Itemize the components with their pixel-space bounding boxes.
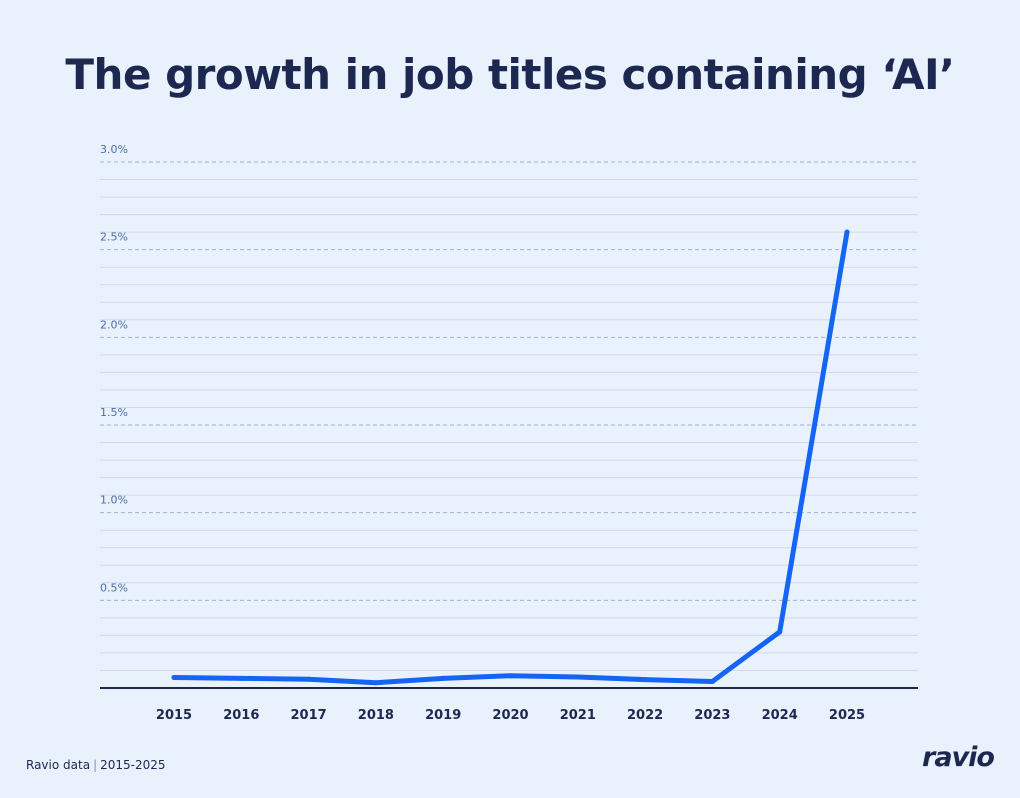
footer-source: Ravio data | 2015-2025 [26, 758, 166, 772]
y-tick-label: 1.0% [100, 494, 128, 507]
data-point [238, 675, 244, 681]
y-tick-label: 3.0% [100, 143, 128, 156]
x-tick-label: 2022 [627, 708, 663, 723]
x-tick-label: 2017 [291, 708, 327, 723]
data-point [306, 676, 312, 682]
ravio-logo: ravio [922, 742, 995, 773]
data-point [373, 680, 379, 686]
data-point [709, 679, 715, 685]
data-point [171, 674, 177, 680]
data-point [508, 673, 513, 679]
data-point [575, 674, 581, 680]
y-tick-label: 2.0% [100, 318, 128, 331]
x-tick-label: 2025 [829, 708, 865, 723]
grid-lines [100, 161, 918, 671]
x-tick-label: 2018 [358, 708, 394, 723]
x-tick-label: 2023 [694, 708, 730, 723]
y-tick-label: 2.5% [100, 231, 128, 244]
data-point [642, 677, 648, 683]
series-line [171, 229, 850, 686]
y-tick-label: 1.5% [100, 406, 128, 419]
footer-range: 2015-2025 [100, 758, 166, 772]
data-point [777, 629, 783, 635]
chart-title: The growth in job titles containing ‘AI’ [65, 50, 955, 99]
series-group [171, 229, 850, 686]
y-axis-ticks: 0.5% 1.0% 1.5% 2.0% 2.5% 3.0% [100, 143, 128, 594]
x-tick-label: 2020 [492, 708, 528, 723]
x-tick-label: 2024 [762, 708, 798, 723]
x-tick-label: 2019 [425, 708, 461, 723]
footer-separator: | [93, 758, 98, 772]
footer-source-label: Ravio data [26, 758, 91, 772]
x-tick-label: 2015 [156, 708, 192, 723]
x-tick-label: 2021 [560, 708, 596, 723]
data-point [844, 229, 850, 235]
x-axis-ticks: 2015 2016 2017 2018 2019 2020 2021 2022 2023 2024… [156, 708, 865, 723]
x-tick-label: 2016 [223, 708, 259, 723]
data-point [440, 675, 446, 681]
y-tick-label: 0.5% [100, 581, 128, 594]
